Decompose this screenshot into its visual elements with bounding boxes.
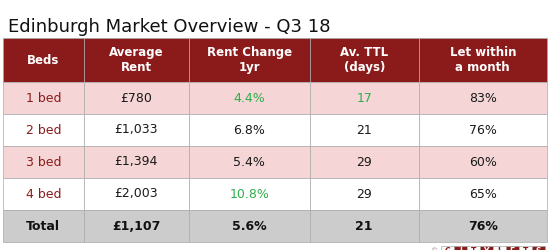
Text: S: S: [536, 247, 541, 250]
Text: Let within
a month: Let within a month: [449, 46, 516, 74]
Text: Edinburgh Market Overview - Q3 18: Edinburgh Market Overview - Q3 18: [8, 18, 331, 36]
Text: L: L: [497, 247, 502, 250]
Text: C: C: [444, 247, 450, 250]
Text: 4.4%: 4.4%: [234, 92, 265, 104]
Bar: [84, 146, 189, 178]
Bar: [310, 82, 419, 114]
Text: 5.6%: 5.6%: [232, 220, 267, 232]
Text: I: I: [459, 247, 461, 250]
Text: 76%: 76%: [468, 220, 498, 232]
Text: E: E: [510, 247, 515, 250]
Bar: [3, 178, 84, 210]
Text: 21: 21: [356, 124, 372, 136]
Bar: [84, 38, 189, 82]
Bar: [3, 38, 84, 82]
Bar: [310, 146, 419, 178]
Text: £1,033: £1,033: [114, 124, 158, 136]
Text: 21: 21: [355, 220, 373, 232]
Text: 17: 17: [356, 92, 372, 104]
Bar: [480, 246, 492, 250]
Text: 29: 29: [356, 156, 372, 168]
Bar: [493, 246, 505, 250]
Bar: [419, 38, 547, 82]
Text: T: T: [522, 247, 528, 250]
Bar: [189, 38, 310, 82]
Text: 29: 29: [356, 188, 372, 200]
Bar: [310, 38, 419, 82]
Bar: [519, 246, 531, 250]
Text: Rent Change
1yr: Rent Change 1yr: [207, 46, 292, 74]
Bar: [310, 114, 419, 146]
Bar: [189, 82, 310, 114]
Bar: [419, 146, 547, 178]
Text: Beds: Beds: [27, 54, 59, 66]
Bar: [189, 114, 310, 146]
Bar: [310, 178, 419, 210]
Text: Average
Rent: Average Rent: [109, 46, 163, 74]
Bar: [419, 178, 547, 210]
Text: £780: £780: [120, 92, 152, 104]
Bar: [467, 246, 480, 250]
Bar: [84, 178, 189, 210]
Bar: [506, 246, 519, 250]
Text: Total: Total: [26, 220, 60, 232]
Bar: [419, 82, 547, 114]
Bar: [189, 146, 310, 178]
Bar: [532, 246, 544, 250]
Bar: [3, 114, 84, 146]
Bar: [3, 146, 84, 178]
Text: 3 bed: 3 bed: [25, 156, 61, 168]
Bar: [419, 114, 547, 146]
Text: T: T: [471, 247, 476, 250]
Text: £1,394: £1,394: [114, 156, 158, 168]
Text: 1 bed: 1 bed: [25, 92, 61, 104]
Text: Y: Y: [483, 247, 489, 250]
Text: 5.4%: 5.4%: [234, 156, 265, 168]
Text: 4 bed: 4 bed: [25, 188, 61, 200]
Bar: [441, 246, 454, 250]
Bar: [84, 114, 189, 146]
Text: Av. TTL
(days): Av. TTL (days): [340, 46, 388, 74]
Text: 83%: 83%: [469, 92, 497, 104]
Text: ©: ©: [431, 248, 438, 250]
Bar: [3, 210, 84, 242]
Text: 2 bed: 2 bed: [25, 124, 61, 136]
Bar: [189, 210, 310, 242]
Text: £1,107: £1,107: [112, 220, 161, 232]
Bar: [3, 82, 84, 114]
Bar: [84, 82, 189, 114]
Bar: [454, 246, 466, 250]
Text: 76%: 76%: [469, 124, 497, 136]
Bar: [84, 210, 189, 242]
Bar: [189, 178, 310, 210]
Text: £2,003: £2,003: [114, 188, 158, 200]
Bar: [419, 210, 547, 242]
Text: 6.8%: 6.8%: [234, 124, 265, 136]
Text: 65%: 65%: [469, 188, 497, 200]
Text: 60%: 60%: [469, 156, 497, 168]
Text: 10.8%: 10.8%: [229, 188, 270, 200]
Bar: [310, 210, 419, 242]
